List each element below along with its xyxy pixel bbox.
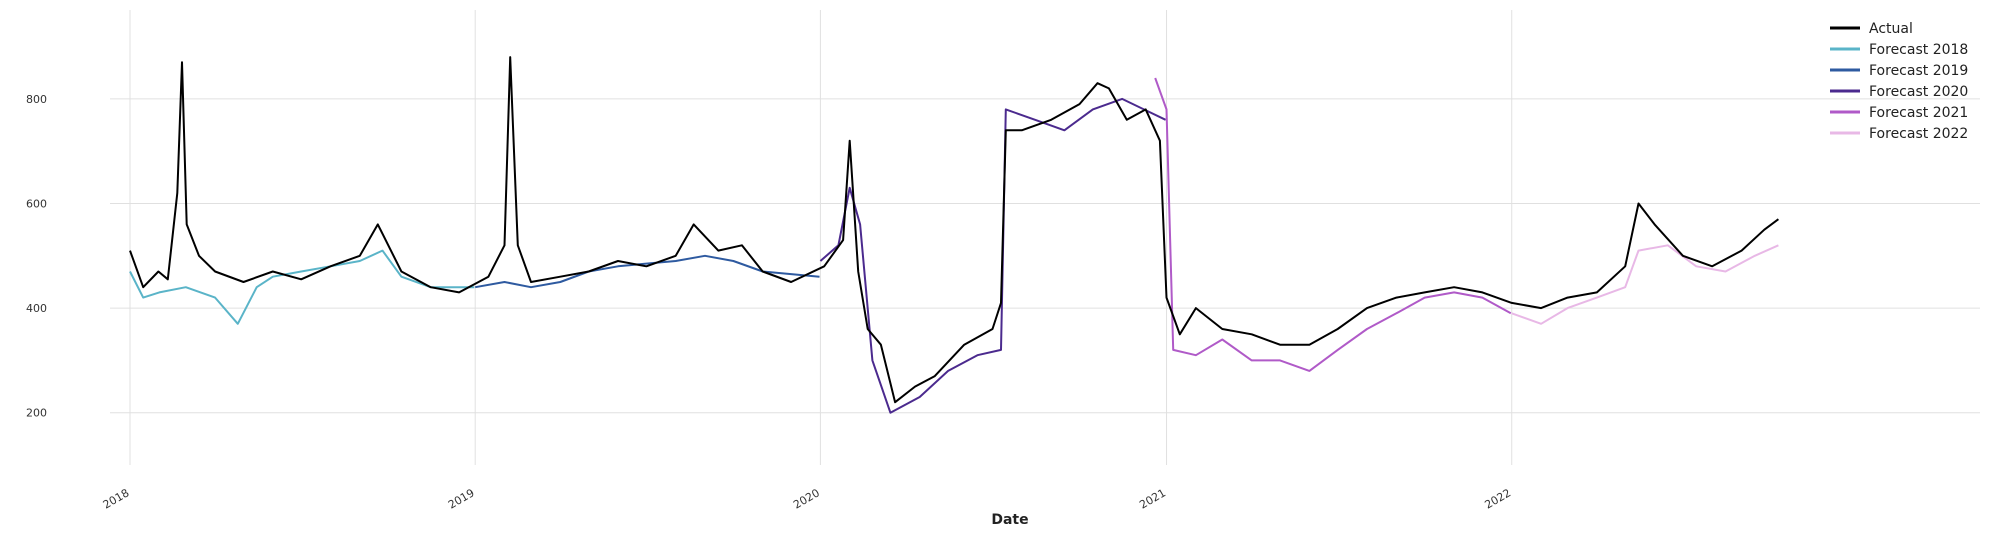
legend-label: Forecast 2018 — [1869, 42, 1968, 58]
x-tick-label: 2018 — [101, 486, 132, 511]
series-line-forecast-2019 — [475, 254, 820, 289]
y-tick-label: 600 — [26, 198, 47, 211]
legend-label: Actual — [1869, 21, 1913, 37]
legend-label: Forecast 2022 — [1869, 126, 1968, 142]
x-tick-label: 2020 — [791, 486, 822, 511]
grid — [110, 10, 1980, 465]
x-tick-label: 2019 — [446, 486, 477, 511]
x-tick-label: 2022 — [1482, 486, 1513, 511]
legend-label: Forecast 2021 — [1869, 105, 1968, 121]
y-tick-label: 400 — [26, 302, 47, 315]
x-axis-title: Date — [991, 512, 1028, 528]
series-lines — [129, 56, 1779, 414]
series-line-forecast-2021 — [1154, 77, 1512, 372]
y-tick-label: 200 — [26, 407, 47, 420]
series-line-forecast-2018 — [129, 249, 475, 325]
x-axis-ticks: 2018 2019 2020 2021 2022 — [101, 486, 1513, 511]
legend-label: Forecast 2019 — [1869, 63, 1968, 79]
series-line-actual — [129, 56, 1779, 404]
legend-label: Forecast 2020 — [1869, 84, 1968, 100]
series-line-forecast-2022 — [1511, 244, 1779, 325]
y-tick-label: 800 — [26, 93, 47, 106]
series-line-forecast-2020 — [819, 97, 1167, 414]
y-axis-ticks: 200 400 600 800 — [26, 93, 47, 420]
x-tick-label: 2021 — [1137, 486, 1168, 511]
legend: Actual Forecast 2018 Forecast 2019 Forecast… — [1830, 21, 1968, 142]
